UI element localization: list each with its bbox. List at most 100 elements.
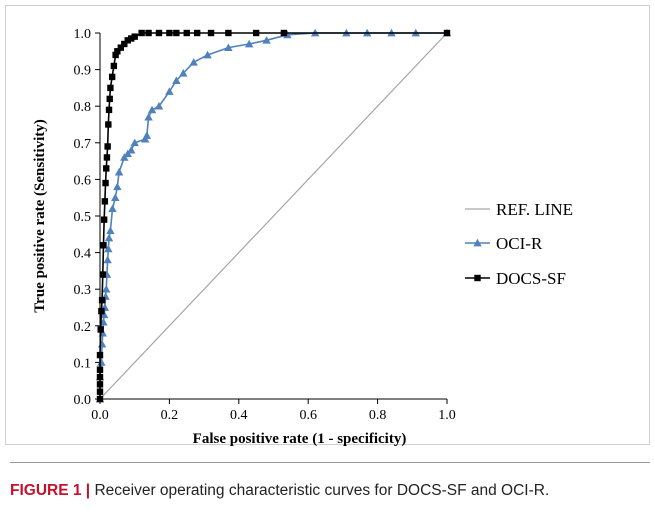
data-point-docs-sf bbox=[173, 29, 180, 37]
legend-item-ref-line: REF. LINE bbox=[465, 200, 573, 219]
data-point-docs-sf bbox=[96, 366, 104, 373]
data-point-docs-sf bbox=[443, 29, 451, 37]
plot-frame bbox=[5, 5, 650, 445]
x-tick-label: 0.6 bbox=[299, 408, 317, 423]
legend-item-oci-r: OCI-R bbox=[465, 234, 543, 253]
data-point-oci-r bbox=[114, 167, 124, 176]
data-point-oci-r bbox=[97, 339, 107, 348]
data-point-docs-sf bbox=[98, 296, 106, 304]
legend-marker-docs-sf bbox=[474, 274, 481, 282]
x-tick-label: 0.2 bbox=[161, 408, 179, 423]
data-point-oci-r bbox=[172, 76, 181, 84]
data-point-docs-sf bbox=[100, 242, 107, 249]
data-point-docs-sf bbox=[280, 29, 288, 37]
data-point-docs-sf bbox=[99, 271, 106, 278]
legend-marker-oci-r bbox=[473, 238, 482, 247]
data-point-docs-sf bbox=[106, 95, 113, 103]
data-point-docs-sf bbox=[193, 29, 201, 37]
data-point-oci-r bbox=[102, 285, 111, 293]
data-point-oci-r bbox=[99, 310, 109, 319]
data-point-oci-r bbox=[283, 30, 292, 39]
data-point-docs-sf bbox=[124, 37, 131, 44]
data-point-oci-r bbox=[103, 255, 112, 264]
series-docs-sf bbox=[96, 29, 451, 403]
data-point-docs-sf bbox=[183, 29, 190, 37]
legend-label-docs-sf: DOCS-SF bbox=[496, 269, 566, 288]
y-tick-label: 0.7 bbox=[74, 137, 92, 152]
y-tick-label: 0.9 bbox=[74, 64, 92, 79]
data-point-docs-sf bbox=[96, 381, 104, 388]
data-point-docs-sf bbox=[104, 143, 111, 150]
legend-item-docs-sf: DOCS-SF bbox=[465, 269, 566, 288]
data-point-docs-sf bbox=[103, 165, 110, 172]
caption-divider bbox=[10, 462, 650, 463]
y-tick-label: 0.8 bbox=[74, 100, 92, 115]
series-ref-line bbox=[99, 32, 448, 400]
data-point-docs-sf bbox=[252, 29, 260, 37]
data-point-docs-sf bbox=[105, 121, 112, 128]
data-point-oci-r bbox=[108, 204, 117, 213]
data-point-docs-sf bbox=[207, 29, 215, 37]
caption-label: FIGURE 1 | bbox=[10, 482, 91, 499]
data-point-oci-r bbox=[203, 50, 212, 59]
y-tick-label: 0.3 bbox=[74, 283, 92, 298]
y-tick-label: 0.0 bbox=[74, 393, 92, 408]
legend-label-ref-line: REF. LINE bbox=[496, 200, 573, 219]
data-point-docs-sf bbox=[97, 326, 104, 333]
data-point-docs-sf bbox=[128, 35, 135, 42]
data-point-oci-r bbox=[189, 58, 198, 66]
data-point-docs-sf bbox=[117, 44, 125, 51]
data-point-docs-sf bbox=[114, 48, 121, 55]
data-point-oci-r bbox=[165, 87, 174, 95]
y-axis-title: True positive rate (Sensitivity) bbox=[32, 119, 48, 312]
data-point-oci-r bbox=[147, 105, 157, 114]
y-tick-label: 0.5 bbox=[74, 210, 92, 225]
data-point-oci-r bbox=[245, 39, 254, 48]
data-point-docs-sf bbox=[121, 40, 128, 48]
data-point-oci-r bbox=[127, 145, 136, 154]
data-point-docs-sf bbox=[131, 33, 138, 40]
data-point-docs-sf bbox=[96, 373, 104, 381]
y-tick-label: 0.2 bbox=[74, 320, 92, 335]
data-point-oci-r bbox=[111, 193, 120, 202]
data-point-oci-r bbox=[113, 182, 122, 191]
data-point-docs-sf bbox=[96, 388, 104, 395]
x-tick-label: 0.4 bbox=[230, 408, 248, 423]
data-point-oci-r bbox=[130, 138, 139, 147]
figure-caption: FIGURE 1 | Receiver operating characteri… bbox=[10, 482, 650, 508]
x-tick-label: 0.8 bbox=[369, 408, 387, 423]
y-tick-label: 0.6 bbox=[74, 173, 92, 188]
roc-chart: 0.0 0.1 0.2 0.3 0.4 0.5 0.6 0.7 0.8 0.9 1.0 0.0 0.2 0… bbox=[32, 27, 573, 447]
x-axis-title: False positive rate (1 - specificity) bbox=[193, 431, 407, 447]
data-point-docs-sf bbox=[225, 29, 232, 37]
x-tick-label: 0.0 bbox=[91, 408, 109, 423]
data-point-oci-r bbox=[179, 69, 188, 77]
data-point-oci-r bbox=[104, 244, 113, 253]
data-point-docs-sf bbox=[103, 154, 111, 161]
series-line-ref-line bbox=[99, 32, 448, 400]
data-point-docs-sf bbox=[155, 29, 163, 37]
data-point-docs-sf bbox=[101, 198, 109, 205]
legend-label-oci-r: OCI-R bbox=[496, 234, 543, 253]
data-point-docs-sf bbox=[96, 395, 104, 403]
y-tick-label: 0.1 bbox=[74, 356, 92, 371]
data-point-docs-sf bbox=[138, 29, 145, 37]
data-point-docs-sf bbox=[108, 73, 116, 81]
data-point-docs-sf bbox=[98, 307, 105, 315]
data-point-docs-sf bbox=[107, 84, 114, 92]
data-point-oci-r bbox=[224, 43, 233, 51]
data-point-docs-sf bbox=[105, 106, 113, 114]
data-point-oci-r bbox=[144, 112, 153, 121]
data-point-oci-r bbox=[142, 131, 152, 139]
y-tick-label: 1.0 bbox=[74, 27, 92, 42]
data-point-docs-sf bbox=[145, 29, 152, 37]
data-point-docs-sf bbox=[110, 62, 118, 70]
x-tick-label: 1.0 bbox=[438, 408, 456, 423]
data-point-docs-sf bbox=[102, 179, 109, 187]
data-point-docs-sf bbox=[100, 216, 108, 223]
data-point-docs-sf bbox=[112, 51, 119, 59]
data-point-docs-sf bbox=[166, 29, 173, 37]
data-point-oci-r bbox=[154, 102, 164, 110]
data-point-oci-r bbox=[104, 233, 114, 242]
